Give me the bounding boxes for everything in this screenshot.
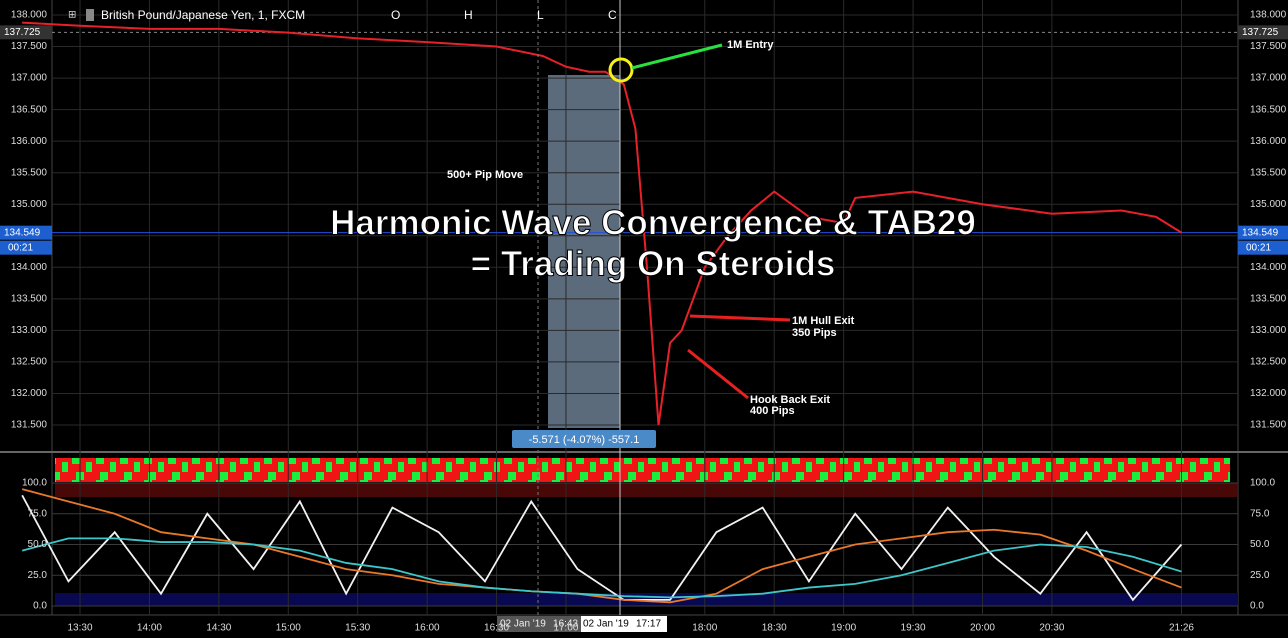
measure-label-box <box>512 430 656 448</box>
annotation: 1M Hull Exit <box>792 315 855 327</box>
x-tick-label: 15:00 <box>276 623 301 634</box>
overbought-band <box>55 483 1238 497</box>
y-tick-label: 0.0 <box>1250 601 1264 612</box>
ohlc-label: L <box>537 8 544 22</box>
x-tick-label: 21:26 <box>1169 623 1194 634</box>
x-tick-label: 14:00 <box>137 623 162 634</box>
crosshair-time-box <box>497 616 581 632</box>
y-tick-label: 135.000 <box>11 199 48 210</box>
annotation: Hook Back Exit <box>750 394 830 406</box>
annotation: 350 Pips <box>792 327 837 339</box>
crosshair-time: 17:17 <box>636 619 661 630</box>
y-tick-label: 50.0 <box>1250 539 1270 550</box>
y-tick-label: 135.500 <box>11 167 48 178</box>
expand-icon[interactable]: ⊞ <box>68 10 76 21</box>
x-tick-label: 19:30 <box>901 623 926 634</box>
price-label: 137.725 <box>1242 27 1279 38</box>
overlay-title: = Trading On Steroids <box>471 244 836 283</box>
price-label: 134.549 <box>4 227 41 238</box>
countdown: 00:21 <box>1246 242 1271 253</box>
y-tick-label: 133.500 <box>11 293 48 304</box>
countdown-box <box>1238 240 1288 255</box>
y-tick-label: 136.500 <box>1250 104 1287 115</box>
y-tick-label: 100.0 <box>1250 478 1275 489</box>
x-tick-label: 18:00 <box>692 623 717 634</box>
y-tick-label: 134.000 <box>11 262 48 273</box>
y-tick-label: 133.500 <box>1250 293 1287 304</box>
x-tick-label: 19:00 <box>831 623 856 634</box>
y-tick-label: 136.000 <box>11 136 48 147</box>
x-tick-label: 13:30 <box>68 623 93 634</box>
y-tick-label: 136.000 <box>1250 136 1287 147</box>
y-tick-label: 132.500 <box>11 357 48 368</box>
annotation: 1M Entry <box>727 39 774 51</box>
x-tick-label: 20:30 <box>1039 623 1064 634</box>
signal-strip <box>55 458 1230 482</box>
x-tick-label: 14:30 <box>206 623 231 634</box>
annotation: 400 Pips <box>750 405 795 417</box>
y-tick-label: 138.000 <box>1250 10 1287 21</box>
annotation: 500+ Pip Move <box>447 169 523 181</box>
series-line <box>21 537 1182 599</box>
y-tick-label: 136.500 <box>11 104 48 115</box>
y-tick-label: 25.0 <box>28 570 48 581</box>
entry-circle <box>608 57 634 83</box>
crosshair-date: 02 Jan '19 <box>583 619 629 630</box>
price-label-box <box>0 25 52 40</box>
y-tick-label: 138.000 <box>11 10 48 21</box>
y-tick-label: 25.0 <box>1250 570 1270 581</box>
price-label: 137.725 <box>4 27 41 38</box>
y-tick-label: 100.0 <box>22 478 47 489</box>
entry-arrow <box>631 43 723 70</box>
ohlc-label: C <box>608 8 617 22</box>
y-tick-label: 133.000 <box>1250 325 1287 336</box>
y-tick-label: 131.500 <box>1250 420 1287 431</box>
y-tick-label: 131.500 <box>11 420 48 431</box>
price-label-box <box>0 225 52 240</box>
hook-arrow <box>687 348 749 400</box>
measure-label: -5.571 (-4.07%) -557.1 <box>529 434 640 446</box>
x-tick-label: 17:00 <box>553 623 578 634</box>
y-tick-label: 132.000 <box>1250 388 1287 399</box>
price-label: 134.549 <box>1242 227 1279 238</box>
price-label-box <box>1238 225 1288 240</box>
price-label-box <box>1238 25 1288 40</box>
x-tick-label: 20:00 <box>970 623 995 634</box>
symbol-icon <box>86 9 94 21</box>
x-tick-label: 16:30 <box>484 623 509 634</box>
y-tick-label: 132.500 <box>1250 357 1287 368</box>
measure-box <box>548 75 620 428</box>
y-tick-label: 132.000 <box>11 388 48 399</box>
symbol[interactable]: British Pound/Japanese Yen, 1, FXCM <box>101 8 305 22</box>
countdown: 00:21 <box>8 242 33 253</box>
x-tick-label: 18:30 <box>762 623 787 634</box>
crosshair-date: 02 Jan '19 <box>500 619 546 630</box>
y-tick-label: 75.0 <box>1250 508 1270 519</box>
y-tick-label: 137.500 <box>1250 41 1287 52</box>
series-line <box>22 21 1183 426</box>
y-tick-label: 137.500 <box>11 41 48 52</box>
y-tick-label: 133.000 <box>11 325 48 336</box>
y-tick-label: 50.0 <box>28 539 48 550</box>
x-tick-label: 15:30 <box>345 623 370 634</box>
y-tick-label: 75.0 <box>28 508 48 519</box>
y-tick-label: 134.000 <box>1250 262 1287 273</box>
series-line <box>21 494 1183 602</box>
y-tick-label: 135.500 <box>1250 167 1287 178</box>
countdown-box <box>0 240 52 255</box>
x-tick-label: 16:00 <box>415 623 440 634</box>
crosshair-time-box <box>581 616 667 632</box>
ohlc-label: H <box>464 8 473 22</box>
y-tick-label: 137.000 <box>1250 73 1287 84</box>
crosshair-time: 16:43 <box>553 619 578 630</box>
overlay-title: Harmonic Wave Convergence & TAB29 <box>330 203 976 242</box>
hull-arrow <box>689 314 791 322</box>
y-tick-label: 137.000 <box>11 73 48 84</box>
ohlc-label: O <box>391 8 400 22</box>
y-tick-label: 0.0 <box>33 601 47 612</box>
y-tick-label: 135.000 <box>1250 199 1287 210</box>
series-line <box>21 488 1182 604</box>
